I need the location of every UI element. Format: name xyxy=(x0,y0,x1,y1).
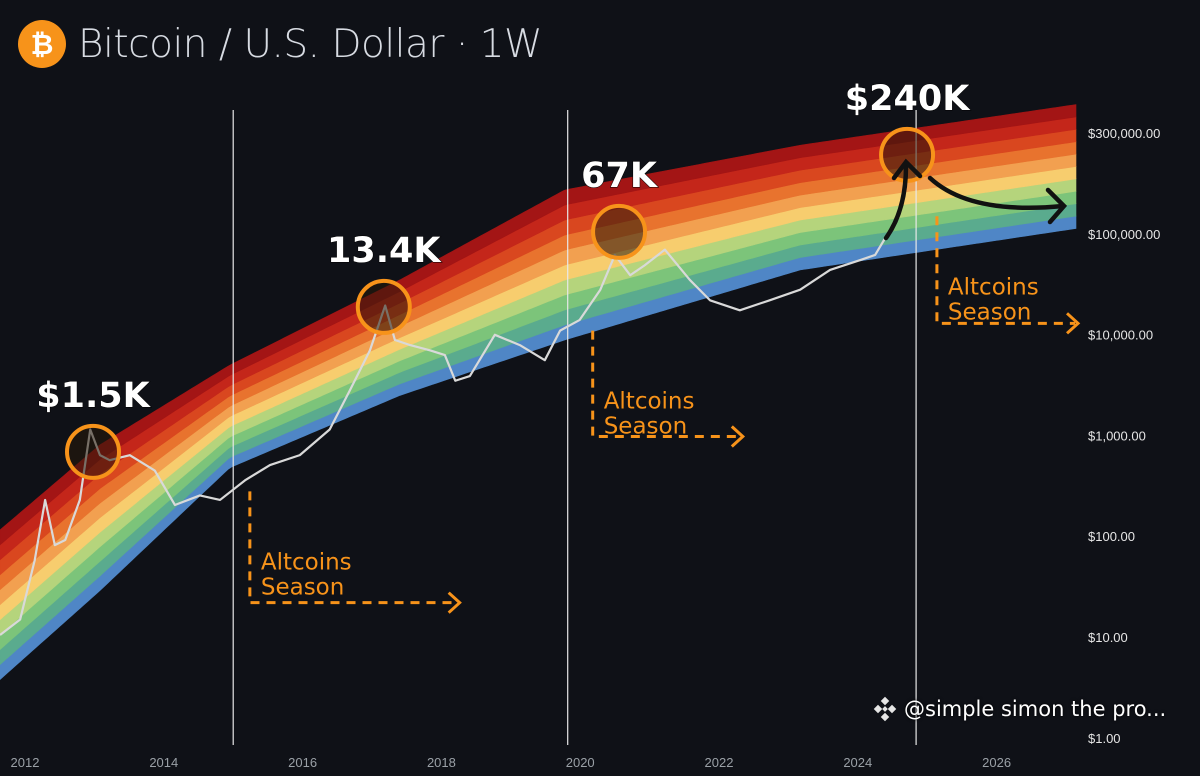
y-tick-label: $10.00 xyxy=(1088,630,1128,645)
rainbow-bands xyxy=(0,104,1077,680)
arrow-head-icon xyxy=(891,158,923,181)
watermark-text: @simple simon the pro... xyxy=(904,697,1167,721)
dashed-arrow-line xyxy=(935,216,1076,325)
annotation-label: Season xyxy=(948,299,1031,325)
peak-circle-2 xyxy=(355,278,412,335)
y-tick-label: $300,000.00 xyxy=(1088,126,1160,141)
binance-icon xyxy=(873,696,897,722)
chart-header: ₿ Bitcoin / U.S. Dollar · 1W xyxy=(18,20,543,68)
y-tick-label: $100,000.00 xyxy=(1088,227,1160,242)
x-tick-label: 2024 xyxy=(843,755,872,770)
y-tick-label: $1,000.00 xyxy=(1088,428,1146,443)
x-tick-label: 2020 xyxy=(566,755,595,770)
annotation-label: Season xyxy=(604,414,687,440)
x-tick-label: 2016 xyxy=(288,755,317,770)
arrow-right-icon xyxy=(1066,312,1081,335)
x-tick-label: 2018 xyxy=(427,755,456,770)
y-tick-label: $1.00 xyxy=(1088,731,1121,746)
peak-label: 67K xyxy=(581,156,659,196)
chart-title: Bitcoin / U.S. Dollar · 1W xyxy=(78,21,543,67)
annotation-label: Season xyxy=(261,574,344,600)
arrow-right-icon xyxy=(447,591,462,614)
x-tick-label: 2012 xyxy=(11,755,40,770)
bitcoin-icon: ₿ xyxy=(18,20,66,68)
peak-label: 13.4K xyxy=(327,231,442,271)
dashed-arrow-line xyxy=(591,330,740,438)
peak-circle-1 xyxy=(65,423,122,480)
y-tick-label: $100.00 xyxy=(1088,529,1135,544)
arrow-head-icon xyxy=(1045,187,1068,225)
projection-arrow-up xyxy=(883,163,909,241)
projection-arrows xyxy=(883,158,1068,241)
annotation-label: Altcoins xyxy=(261,549,352,575)
x-tick-label: 2014 xyxy=(149,755,178,770)
x-tick-label: 2026 xyxy=(982,755,1011,770)
y-tick-label: $10,000.00 xyxy=(1088,328,1153,343)
annotation-label: Altcoins xyxy=(604,389,695,415)
projection-arrow-right xyxy=(927,175,1066,210)
peak-label: $1.5K xyxy=(36,376,151,416)
peak-circle-3 xyxy=(591,203,648,260)
watermark: @simple simon the pro... xyxy=(872,696,1166,722)
arrow-right-icon xyxy=(730,425,746,448)
annotation-label: Altcoins xyxy=(948,274,1039,300)
peak-label: $240K xyxy=(845,79,971,119)
dashed-arrow-line xyxy=(248,491,457,605)
x-tick-label: 2022 xyxy=(705,755,734,770)
